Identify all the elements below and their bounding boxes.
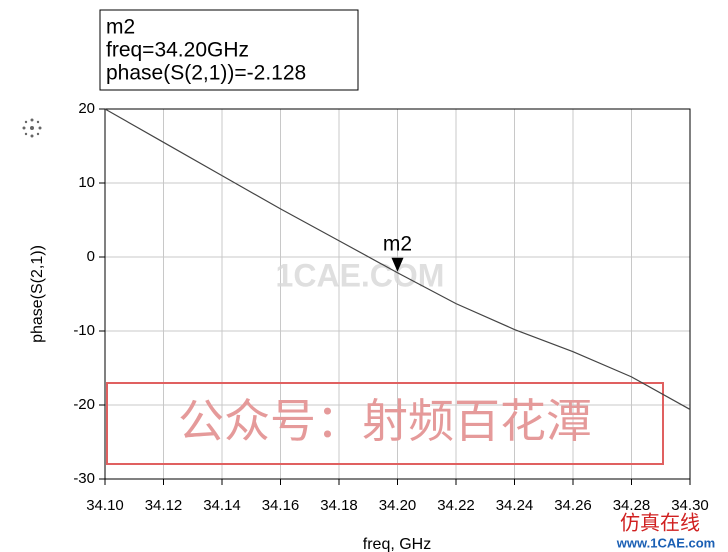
marker-readout-freq: freq=34.20GHz (106, 39, 249, 62)
watermark-url: www.1CAE.com (616, 535, 715, 550)
x-tick-label: 34.16 (262, 497, 300, 514)
watermark-text: 公众号：射频百花潭 (178, 394, 592, 448)
x-tick-label: 34.14 (203, 497, 241, 514)
plot-frame (104, 108, 691, 480)
x-tick-label: 34.10 (86, 497, 124, 514)
logo (22, 118, 42, 138)
marker-triangle (391, 257, 404, 272)
marker-readout-phase: phase(S(2,1))=-2.128 (106, 62, 306, 85)
x-tick-label: 34.12 (145, 497, 183, 514)
x-tick-label: 34.22 (437, 497, 475, 514)
marker-readout-box (99, 9, 359, 91)
y-tick-label: -10 (73, 322, 95, 339)
x-axis-label: freq, GHz (363, 536, 431, 552)
y-tick-label: 20 (78, 100, 95, 117)
watermark-site: 1CAE.COM (276, 257, 445, 293)
y-tick-label: 0 (87, 248, 95, 265)
marker-readout-name: m2 (106, 16, 135, 39)
data-line (104, 108, 691, 410)
watermark-brand: 仿真在线 (620, 511, 700, 534)
x-tick-label: 34.24 (496, 497, 534, 514)
x-tick-label: 34.18 (320, 497, 358, 514)
marker-label: m2 (383, 232, 412, 255)
y-tick-label: -20 (73, 396, 95, 413)
watermark-group: 公众号：射频百花潭 1CAE.COM 仿真在线 www.1CAE.com (106, 257, 715, 550)
y-tick-label: 10 (78, 174, 95, 191)
y-tick-label: -30 (73, 470, 95, 487)
x-tick-label: 34.20 (379, 497, 417, 514)
watermark-box (106, 382, 664, 465)
y-axis-label: phase(S(2,1)) (29, 245, 46, 343)
x-tick-label: 34.30 (671, 497, 709, 514)
x-tick-label: 34.26 (554, 497, 592, 514)
x-tick-label: 34.28 (613, 497, 651, 514)
